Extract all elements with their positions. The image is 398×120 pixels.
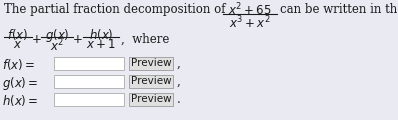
Text: $f(x)$: $f(x)$	[7, 27, 29, 42]
Text: $f(x) =$: $f(x) =$	[2, 57, 35, 72]
Text: $g(x) =$: $g(x) =$	[2, 75, 39, 92]
Text: can be written in the form of: can be written in the form of	[280, 3, 398, 16]
Text: Preview: Preview	[131, 77, 171, 87]
Text: $+$: $+$	[72, 33, 82, 46]
Text: $x^2 + 65$: $x^2 + 65$	[228, 2, 272, 19]
Text: The partial fraction decomposition of: The partial fraction decomposition of	[4, 3, 226, 16]
Text: $x$: $x$	[13, 38, 23, 51]
Text: ,  where: , where	[121, 33, 170, 46]
Text: Preview: Preview	[131, 59, 171, 69]
Text: $g(x)$: $g(x)$	[45, 27, 69, 44]
Text: .: .	[177, 93, 181, 106]
Text: $x^2$: $x^2$	[50, 38, 64, 55]
Text: $h(x) =$: $h(x) =$	[2, 93, 39, 108]
Text: Preview: Preview	[131, 95, 171, 105]
Text: $+$: $+$	[31, 33, 41, 46]
Text: $x+1$: $x+1$	[86, 38, 116, 51]
Text: $x^3 + x^2$: $x^3 + x^2$	[229, 15, 271, 32]
Text: ,: ,	[177, 57, 181, 70]
Text: ,: ,	[177, 75, 181, 88]
Text: $h(x)$: $h(x)$	[89, 27, 113, 42]
